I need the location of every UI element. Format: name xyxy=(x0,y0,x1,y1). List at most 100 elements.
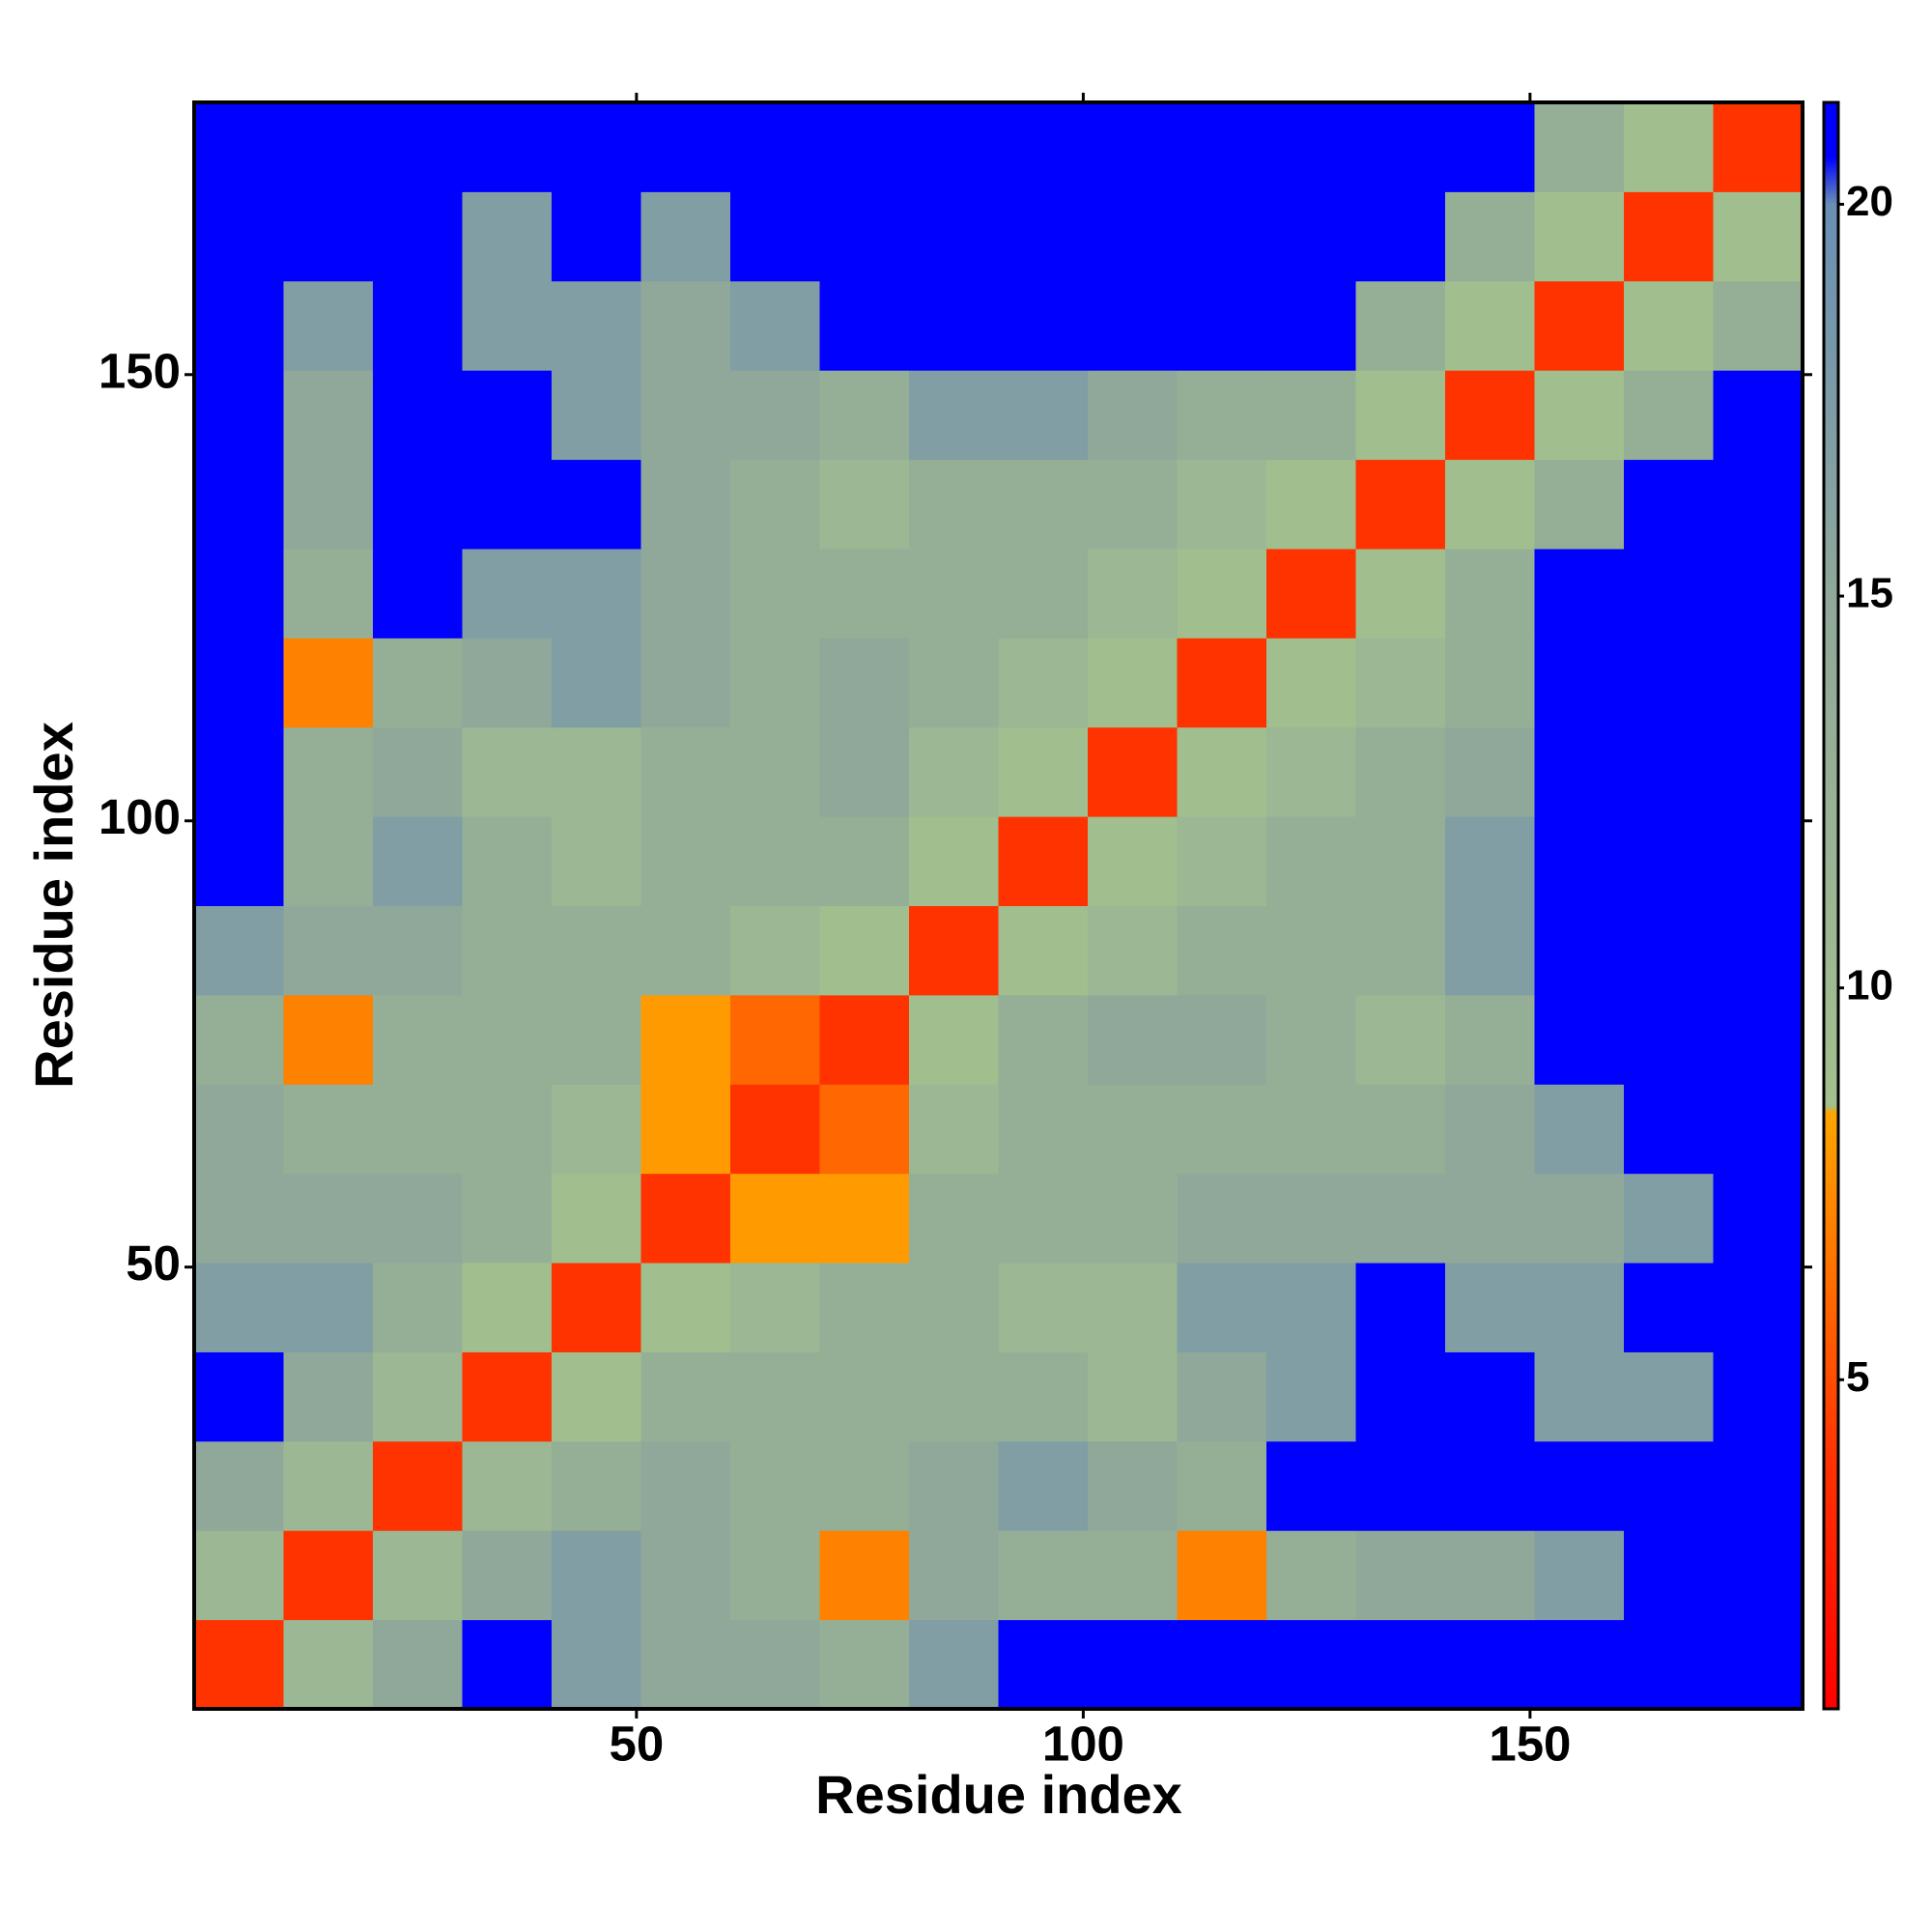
heatmap-cell xyxy=(1088,994,1178,1085)
heatmap-cell xyxy=(1713,994,1804,1085)
heatmap-cell xyxy=(194,994,284,1085)
heatmap-cell xyxy=(1624,1619,1714,1710)
heatmap-cell xyxy=(640,816,731,906)
heatmap-cell xyxy=(1355,726,1446,817)
heatmap-cell xyxy=(373,905,463,996)
heatmap-cell xyxy=(1445,1263,1535,1352)
heatmap-cell xyxy=(1355,1619,1446,1710)
heatmap-cell xyxy=(1088,459,1178,550)
heatmap-cell xyxy=(1534,1530,1625,1621)
heatmap-cell xyxy=(909,816,999,906)
heatmap-cell xyxy=(909,638,999,728)
heatmap-cell xyxy=(1445,1084,1535,1175)
heatmap-cell xyxy=(909,548,999,639)
heatmap-cell xyxy=(1266,370,1356,461)
heatmap-cell xyxy=(1445,816,1535,906)
heatmap-cell xyxy=(1355,280,1446,371)
heatmap-cell xyxy=(909,1263,999,1352)
heatmap-cell xyxy=(1445,191,1535,282)
heatmap-cell xyxy=(1088,370,1178,461)
heatmap-cell xyxy=(1088,102,1178,192)
heatmap-cell xyxy=(373,1440,463,1531)
heatmap-cell xyxy=(1355,994,1446,1085)
heatmap-cell xyxy=(1624,638,1714,728)
heatmap-cell xyxy=(283,1351,374,1442)
heatmap-cell xyxy=(1088,1619,1178,1710)
heatmap-cell xyxy=(1624,905,1714,996)
heatmap-cell xyxy=(1355,638,1446,728)
heatmap-cell xyxy=(552,280,641,371)
heatmap-cell xyxy=(909,1351,999,1442)
heatmap-cell xyxy=(1088,905,1178,996)
heatmap-cell xyxy=(819,1173,910,1264)
heatmap-cell xyxy=(1445,459,1535,550)
heatmap-cell xyxy=(998,280,1089,371)
x-tick-label: 50 xyxy=(610,1716,665,1771)
heatmap-cell xyxy=(462,102,553,192)
heatmap-cell xyxy=(1266,1619,1356,1710)
heatmap-cell xyxy=(373,816,463,906)
heatmap-cell xyxy=(1355,816,1446,906)
heatmap-cell xyxy=(640,102,731,192)
heatmap-cell xyxy=(640,1263,731,1352)
heatmap-cell xyxy=(283,1173,374,1264)
heatmap-cell xyxy=(552,994,641,1085)
heatmap-cell xyxy=(1445,1440,1535,1531)
heatmap-cell xyxy=(283,905,374,996)
heatmap-cell xyxy=(1355,1351,1446,1442)
heatmap-cell xyxy=(373,191,463,282)
heatmap-cell xyxy=(1534,191,1625,282)
heatmap-cell xyxy=(1355,548,1446,639)
heatmap-cell xyxy=(1624,459,1714,550)
heatmap-cell xyxy=(1266,638,1356,728)
heatmap-cell xyxy=(730,548,820,639)
heatmap-cell xyxy=(730,1440,820,1531)
heatmap-cell xyxy=(283,280,374,371)
heatmap-cell xyxy=(1266,1440,1356,1531)
heatmap-cell xyxy=(462,280,553,371)
heatmap-cell xyxy=(819,459,910,550)
heatmap-cell xyxy=(730,280,820,371)
heatmap-cell xyxy=(909,191,999,282)
heatmap-cell xyxy=(552,1263,641,1352)
heatmap-cell xyxy=(1445,1173,1535,1264)
heatmap-cell xyxy=(552,816,641,906)
heatmap-cell xyxy=(1445,1530,1535,1621)
colorbar xyxy=(1822,100,1840,1711)
heatmap-cell xyxy=(1177,548,1267,639)
heatmap-cell xyxy=(462,548,553,639)
heatmap-cell xyxy=(1266,1530,1356,1621)
heatmap-cell xyxy=(640,638,731,728)
heatmap-cell xyxy=(730,1619,820,1710)
heatmap-cell xyxy=(283,459,374,550)
x-axis-title: Residue index xyxy=(815,1764,1182,1825)
heatmap-cell xyxy=(1177,1619,1267,1710)
heatmap-cell xyxy=(1534,816,1625,906)
heatmap-cell xyxy=(373,1173,463,1264)
heatmap-cell xyxy=(1088,816,1178,906)
heatmap-cell xyxy=(640,1440,731,1531)
heatmap-cell xyxy=(640,1084,731,1175)
heatmap-cell xyxy=(819,905,910,996)
heatmap-cell xyxy=(1713,1263,1804,1352)
colorbar-tick-label: 20 xyxy=(1846,178,1893,225)
plot-frame xyxy=(192,100,1804,1711)
heatmap-cell xyxy=(819,1263,910,1352)
heatmap-cell xyxy=(1713,1084,1804,1175)
heatmap-cell xyxy=(819,370,910,461)
heatmap-cell xyxy=(998,459,1089,550)
heatmap-cell xyxy=(998,548,1089,639)
colorbar-tick-label: 15 xyxy=(1846,570,1893,617)
heatmap-cell xyxy=(640,548,731,639)
heatmap-cell xyxy=(283,191,374,282)
heatmap-cell xyxy=(1177,459,1267,550)
heatmap-cell xyxy=(1177,1084,1267,1175)
heatmap-cell xyxy=(1624,548,1714,639)
heatmap-cell xyxy=(194,816,284,906)
heatmap-cell xyxy=(1266,1084,1356,1175)
colorbar-tick-label: 5 xyxy=(1846,1353,1869,1401)
heatmap-cell xyxy=(640,994,731,1085)
heatmap-cell xyxy=(373,459,463,550)
heatmap-cell xyxy=(194,1440,284,1531)
